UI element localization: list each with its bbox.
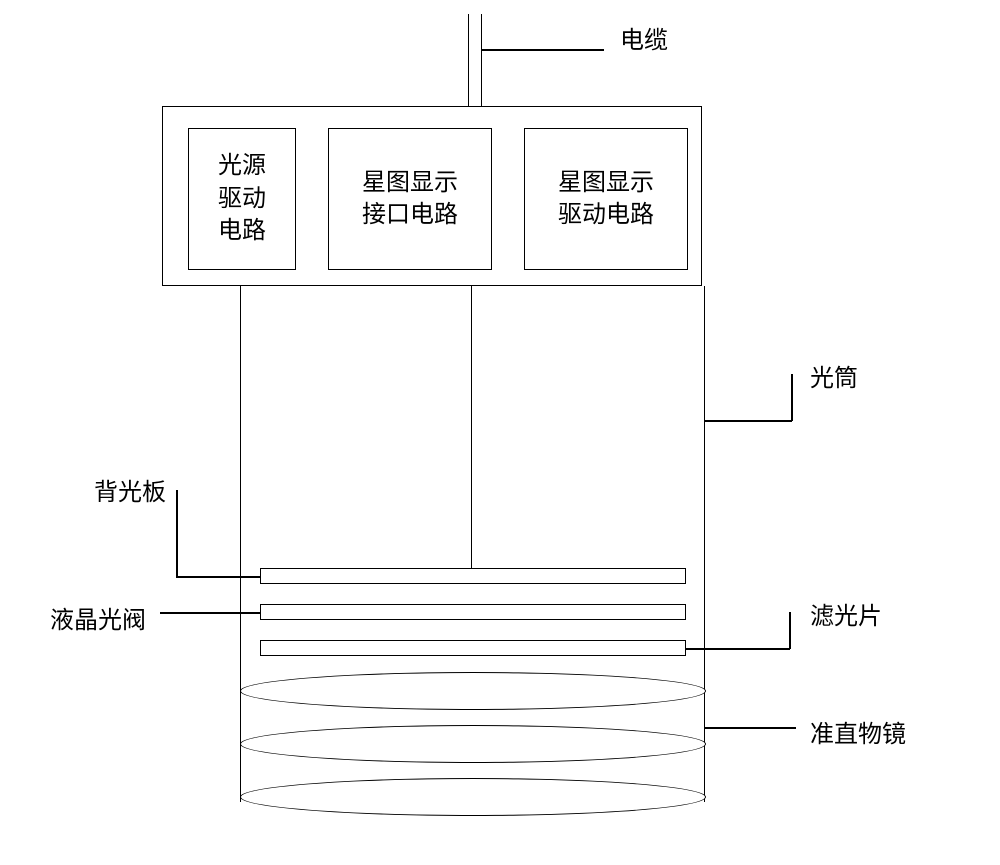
filter-leader-v	[789, 612, 791, 649]
light-tube-left-wall	[240, 286, 241, 702]
collimating-label: 准直物镜	[810, 714, 906, 749]
backlight-panel	[260, 568, 686, 584]
light-source-drive-circuit-box: 光源驱动电路	[188, 128, 296, 270]
filter-label: 滤光片	[810, 596, 882, 631]
starmap-interface-circuit-label: 星图显示接口电路	[362, 167, 458, 232]
lens-3	[240, 778, 706, 816]
lcd-light-valve	[260, 604, 686, 620]
lcd-label: 液晶光阀	[50, 600, 146, 635]
filter-leader-h	[686, 648, 790, 650]
cable-leader	[482, 49, 604, 51]
lens-1	[240, 672, 706, 710]
light-tube-leader-h	[704, 420, 792, 422]
lens-2	[240, 725, 706, 763]
backlight-leader-v	[176, 490, 178, 577]
collimating-lens-group	[240, 672, 706, 832]
light-source-drive-circuit-label: 光源驱动电路	[218, 150, 266, 247]
starmap-interface-circuit-box: 星图显示接口电路	[328, 128, 492, 270]
center-connector-line	[471, 286, 472, 568]
filter-plate	[260, 640, 686, 656]
starmap-drive-circuit-box: 星图显示驱动电路	[524, 128, 688, 270]
lcd-leader	[160, 612, 260, 614]
light-tube-label: 光筒	[810, 358, 858, 393]
cable-stub	[468, 14, 482, 106]
starmap-drive-circuit-label: 星图显示驱动电路	[558, 167, 654, 232]
backlight-leader-h	[176, 576, 260, 578]
light-tube-right-wall	[704, 286, 705, 702]
backlight-label: 背光板	[94, 472, 166, 507]
light-tube-leader-v	[791, 374, 793, 421]
collimating-leader	[704, 727, 796, 729]
cable-label: 电缆	[620, 20, 668, 55]
